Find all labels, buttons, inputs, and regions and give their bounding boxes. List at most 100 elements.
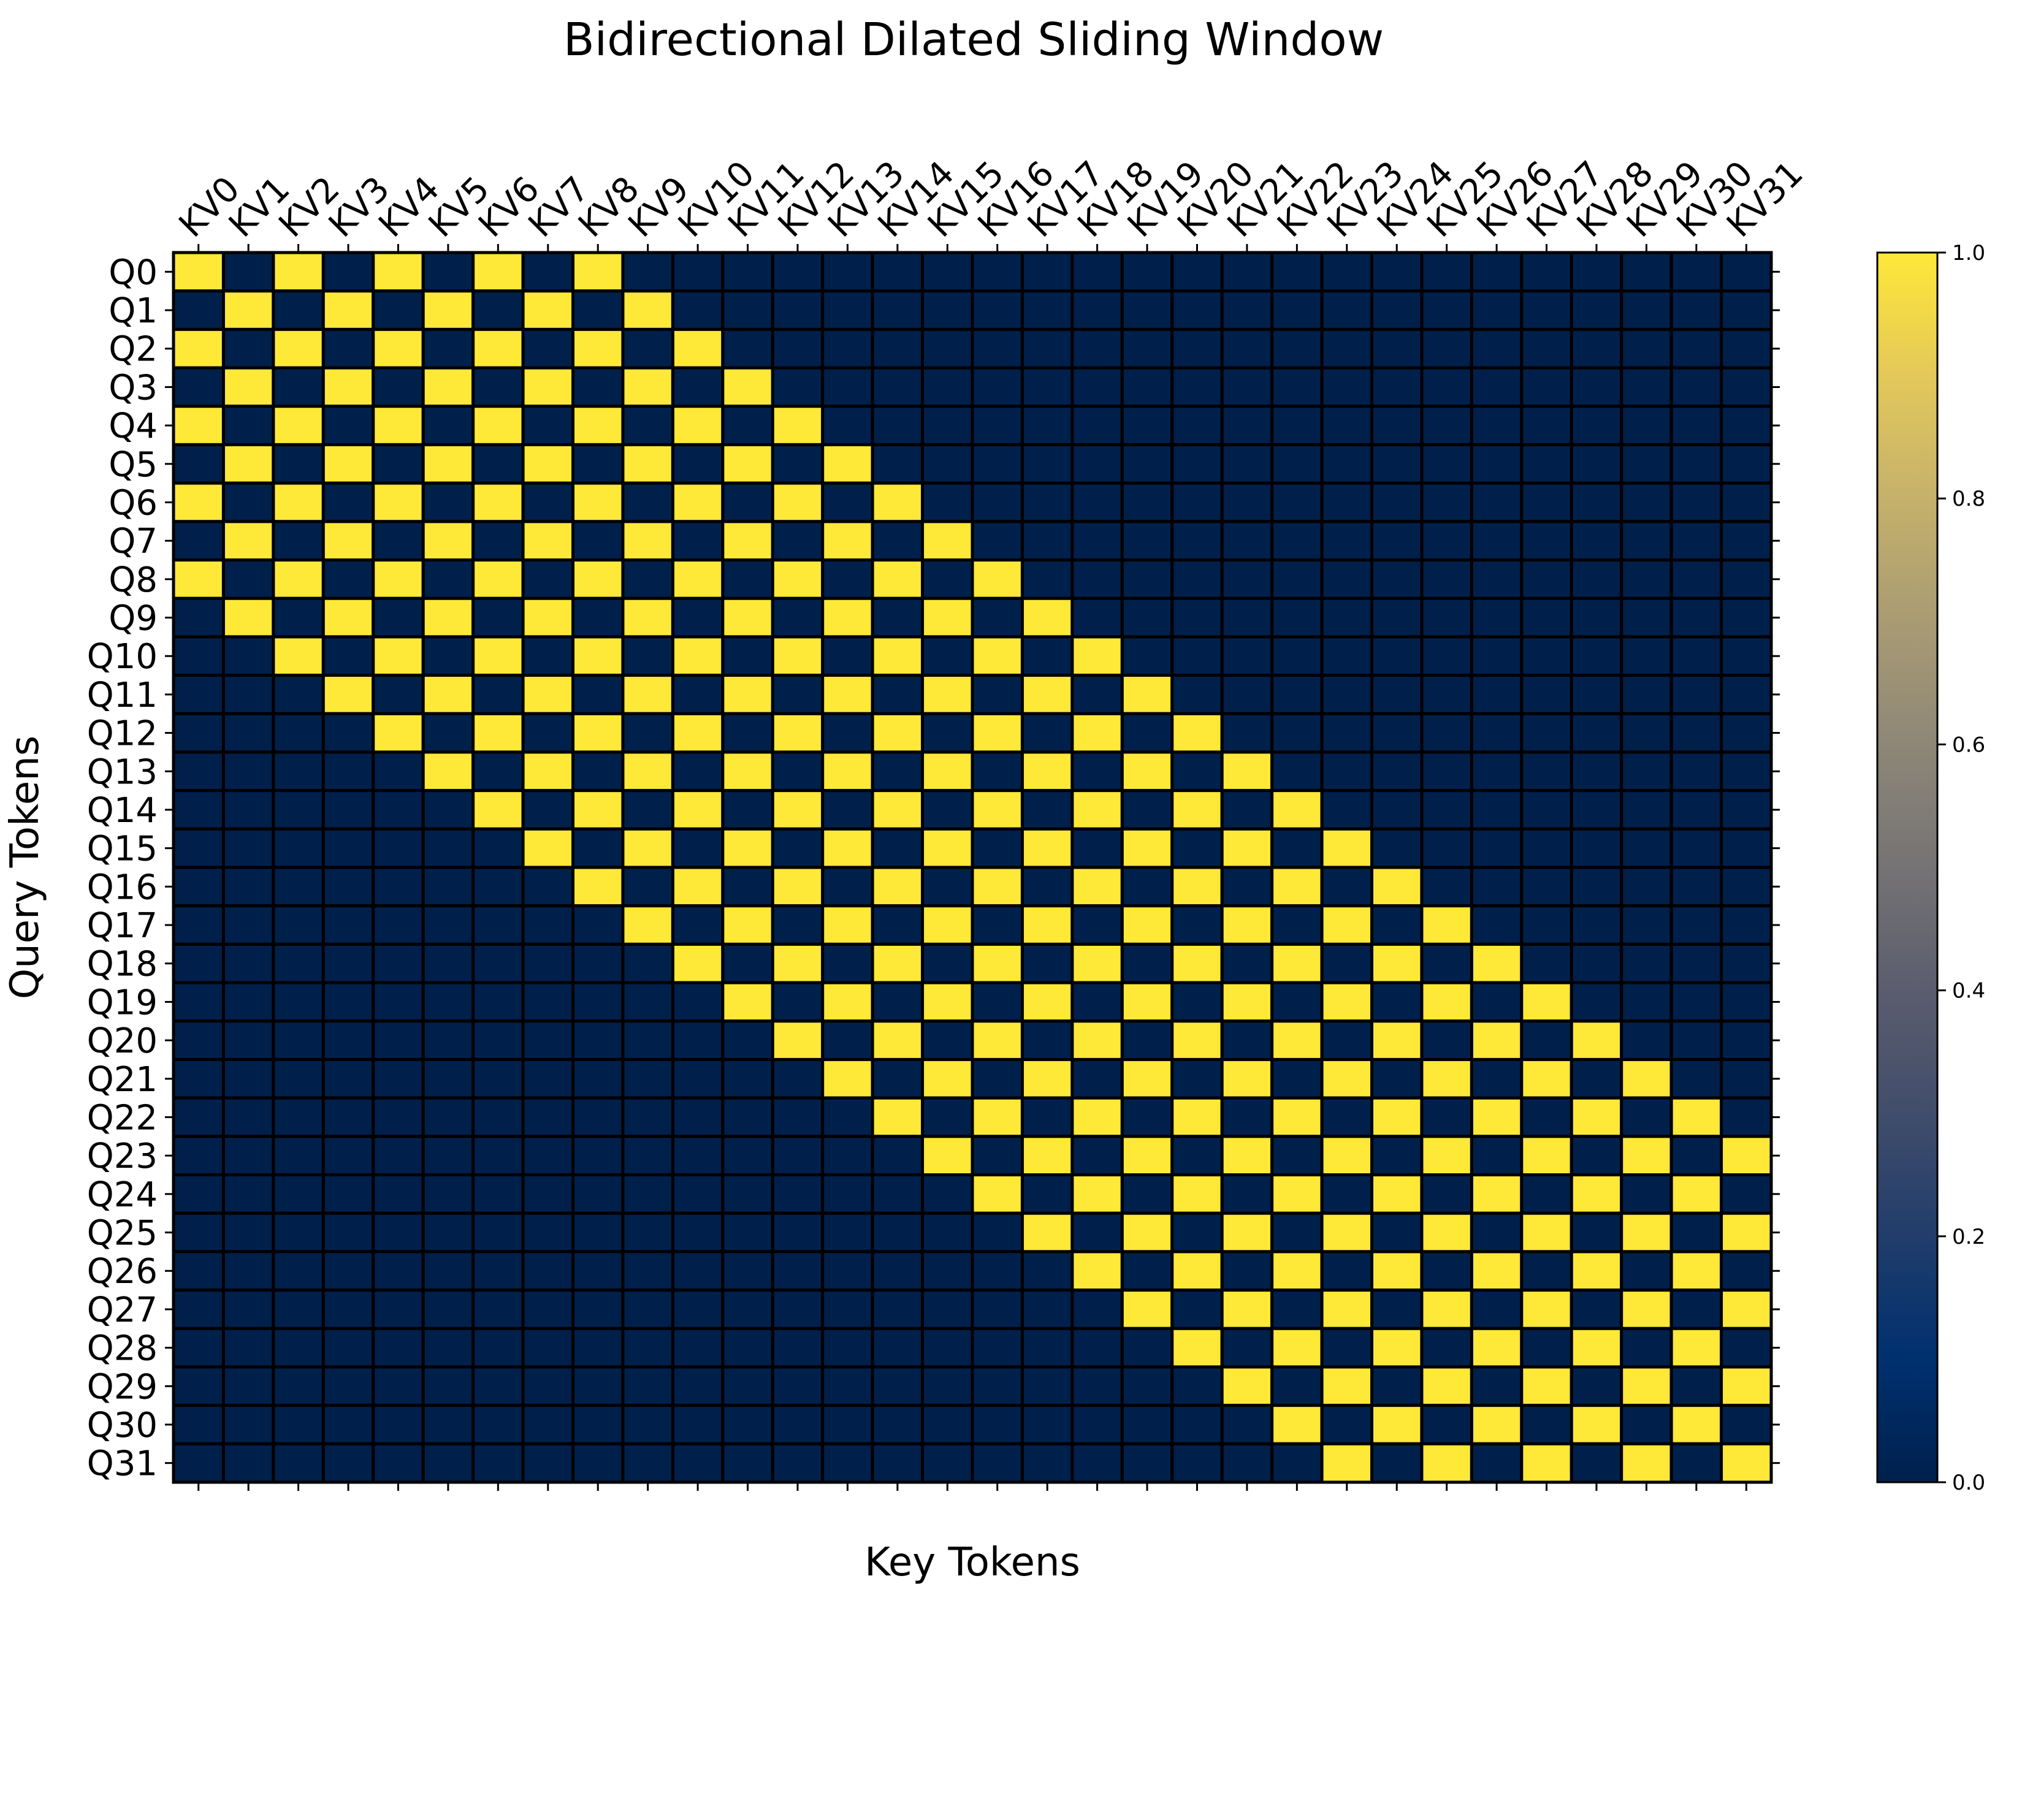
heatmap-cell-q25-kv29: [1620, 1211, 1673, 1254]
heatmap-cell-q8-kv3: [321, 558, 375, 600]
heatmap-cell-q24-kv15: [921, 1173, 974, 1215]
heatmap-cell-q8-kv24: [1370, 558, 1424, 600]
heatmap-cell-q7-kv11: [721, 520, 774, 562]
heatmap-cell-q6-kv20: [1170, 481, 1224, 524]
heatmap-cell-q31-kv22: [1270, 1442, 1324, 1484]
heatmap-cell-q6-kv3: [321, 481, 375, 524]
heatmap-cell-q16-kv31: [1720, 866, 1773, 908]
heatmap-cell-q24-kv21: [1220, 1173, 1274, 1215]
heatmap-cell-q24-kv3: [321, 1173, 375, 1215]
heatmap-cell-q31-kv20: [1170, 1442, 1224, 1484]
heatmap-cell-q1-kv25: [1420, 289, 1473, 331]
heatmap-cell-q21-kv29: [1620, 1057, 1673, 1100]
heatmap-cell-q23-kv6: [471, 1135, 525, 1176]
heatmap-cell-q18-kv28: [1570, 942, 1623, 984]
heatmap-cell-q9-kv6: [471, 596, 525, 639]
heatmap-cell-q0-kv26: [1470, 251, 1524, 293]
heatmap-cell-q10-kv15: [921, 635, 974, 677]
heatmap-cell-q31-kv30: [1669, 1442, 1723, 1484]
heatmap-cell-q24-kv12: [771, 1173, 825, 1215]
heatmap-cell-q22-kv3: [321, 1096, 375, 1138]
heatmap-cell-q11-kv3: [321, 674, 375, 715]
heatmap-cell-q2-kv0: [172, 327, 225, 370]
heatmap-cell-q11-kv26: [1470, 674, 1524, 715]
heatmap-cell-q3-kv21: [1220, 366, 1274, 408]
heatmap-cell-q31-kv31: [1720, 1442, 1773, 1484]
y-tick-label: Q24: [87, 1175, 158, 1215]
heatmap-cell-q10-kv22: [1270, 635, 1324, 677]
heatmap-cell-q5-kv7: [521, 443, 574, 485]
heatmap-cell-q13-kv14: [871, 750, 925, 793]
heatmap-cell-q6-kv11: [721, 481, 774, 524]
heatmap-cell-q22-kv13: [821, 1096, 874, 1138]
heatmap-cell-q20-kv3: [321, 1019, 375, 1061]
heatmap-cell-q2-kv22: [1270, 327, 1324, 370]
heatmap-cell-q16-kv7: [521, 866, 574, 908]
heatmap-cell-q0-kv19: [1120, 251, 1174, 293]
heatmap-cell-q30-kv9: [621, 1404, 674, 1445]
heatmap-cell-q29-kv5: [421, 1365, 475, 1407]
heatmap-cell-q16-kv29: [1620, 866, 1673, 908]
heatmap-cell-q26-kv4: [372, 1250, 425, 1292]
heatmap-cell-q14-kv19: [1120, 789, 1174, 831]
heatmap-cell-q1-kv20: [1170, 289, 1224, 331]
heatmap-cell-q23-kv7: [521, 1135, 574, 1176]
heatmap-cell-q30-kv14: [871, 1404, 925, 1445]
heatmap-cell-q15-kv18: [1070, 827, 1124, 869]
heatmap-cell-q3-kv8: [571, 366, 625, 408]
heatmap-cell-q20-kv4: [372, 1019, 425, 1061]
heatmap-cell-q14-kv12: [771, 789, 825, 831]
heatmap-cell-q30-kv23: [1320, 1404, 1373, 1445]
heatmap-cell-q6-kv24: [1370, 481, 1424, 524]
heatmap-cell-q28-kv7: [521, 1327, 574, 1369]
heatmap-cell-q24-kv24: [1370, 1173, 1424, 1215]
heatmap-cell-q30-kv19: [1120, 1404, 1174, 1445]
heatmap-cell-q19-kv24: [1370, 981, 1424, 1023]
heatmap-cell-q19-kv8: [571, 981, 625, 1023]
heatmap-cell-q1-kv12: [771, 289, 825, 331]
heatmap-cell-q5-kv17: [1020, 443, 1074, 485]
heatmap-cell-q28-kv26: [1470, 1327, 1524, 1369]
heatmap-cell-q24-kv18: [1070, 1173, 1124, 1215]
heatmap-cell-q6-kv26: [1470, 481, 1524, 524]
heatmap-cell-q12-kv26: [1470, 712, 1524, 754]
heatmap-cell-q15-kv6: [471, 827, 525, 869]
heatmap-cell-q22-kv19: [1120, 1096, 1174, 1138]
heatmap-cell-q15-kv13: [821, 827, 874, 869]
heatmap-cell-q21-kv3: [321, 1057, 375, 1100]
heatmap-cell-q23-kv17: [1020, 1135, 1074, 1176]
heatmap-cell-q24-kv2: [272, 1173, 325, 1215]
heatmap-cell-q27-kv30: [1669, 1289, 1723, 1330]
heatmap-cell-q14-kv17: [1020, 789, 1074, 831]
heatmap-cell-q25-kv0: [172, 1211, 225, 1254]
y-tick-label: Q22: [87, 1098, 158, 1138]
heatmap-cell-q31-kv15: [921, 1442, 974, 1484]
heatmap-cell-q1-kv29: [1620, 289, 1673, 331]
heatmap-cell-q18-kv20: [1170, 942, 1224, 984]
heatmap-cell-q31-kv8: [571, 1442, 625, 1484]
heatmap-cell-q16-kv14: [871, 866, 925, 908]
heatmap-cell-q17-kv17: [1020, 904, 1074, 946]
heatmap-cell-q10-kv17: [1020, 635, 1074, 677]
heatmap-cell-q1-kv24: [1370, 289, 1424, 331]
heatmap-cell-q6-kv6: [471, 481, 525, 524]
heatmap-cells: [172, 251, 1773, 1484]
heatmap-cell-q27-kv23: [1320, 1289, 1373, 1330]
heatmap-cell-q27-kv31: [1720, 1289, 1773, 1330]
heatmap-cell-q0-kv31: [1720, 251, 1773, 293]
heatmap-cell-q5-kv31: [1720, 443, 1773, 485]
heatmap-cell-q14-kv15: [921, 789, 974, 831]
heatmap-cell-q28-kv25: [1420, 1327, 1473, 1369]
heatmap-cell-q0-kv10: [671, 251, 725, 293]
heatmap-cell-q21-kv17: [1020, 1057, 1074, 1100]
heatmap-cell-q18-kv1: [221, 942, 275, 984]
heatmap-cell-q4-kv23: [1320, 405, 1373, 446]
heatmap-cell-q9-kv1: [221, 596, 275, 639]
heatmap-cell-q6-kv21: [1220, 481, 1274, 524]
heatmap-cell-q6-kv5: [421, 481, 475, 524]
heatmap-cell-q3-kv28: [1570, 366, 1623, 408]
heatmap-cell-q17-kv22: [1270, 904, 1324, 946]
heatmap-cell-q20-kv7: [521, 1019, 574, 1061]
heatmap-cell-q29-kv10: [671, 1365, 725, 1407]
heatmap-cell-q27-kv1: [221, 1289, 275, 1330]
